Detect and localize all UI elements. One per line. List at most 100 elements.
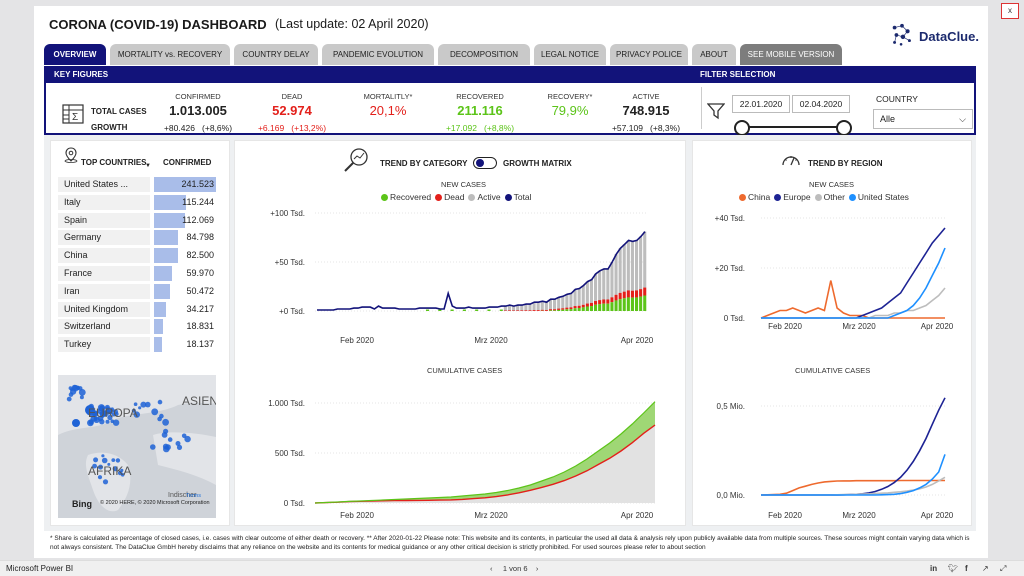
country-row[interactable]: Turkey 18.137 <box>58 337 216 353</box>
x-tick-label: Apr 2020 <box>621 511 654 520</box>
bar-recovered <box>561 309 565 311</box>
map-copyright: © 2020 HERE, © 2020 Microsoft Corporatio… <box>100 499 210 506</box>
country-name: Iran <box>58 283 150 299</box>
confirmed-column-heading[interactable]: CONFIRMED <box>163 158 212 167</box>
case-dot <box>78 389 86 396</box>
prev-page-icon[interactable]: ‹ <box>490 564 493 573</box>
date-to-input[interactable]: 02.04.2020 <box>792 95 850 113</box>
tab-pandemic-evolution[interactable]: PANDEMIC EVOLUTION <box>322 44 434 65</box>
country-row[interactable]: Italy 115.244 <box>58 194 216 210</box>
country-name: Switzerland <box>58 319 150 335</box>
legend-label[interactable]: United States <box>857 192 909 202</box>
trend-by-category-panel: TREND BY CATEGORY GROWTH MATRIX NEW CASE… <box>234 140 686 526</box>
tab-mobile-version[interactable]: SEE MOBILE VERSION <box>740 44 842 65</box>
case-dot <box>99 411 104 416</box>
tab-about[interactable]: ABOUT <box>692 44 736 65</box>
share-icon[interactable]: ↗ <box>982 564 989 573</box>
series-line <box>760 280 945 319</box>
case-dot <box>157 399 163 405</box>
growth-matrix-toggle[interactable] <box>473 157 497 169</box>
page-indicator: 1 von 6 <box>502 564 528 573</box>
legend-label[interactable]: Dead <box>444 192 465 202</box>
legend-label[interactable]: China <box>748 192 771 202</box>
bar-recovered <box>475 309 479 311</box>
legend-label[interactable]: Recovered <box>390 192 432 202</box>
country-row[interactable]: Germany 84.798 <box>58 230 216 246</box>
linkedin-icon[interactable]: in <box>930 564 938 573</box>
sort-desc-icon[interactable]: ▼ <box>145 163 151 169</box>
bar-active <box>512 306 516 311</box>
legend-label[interactable]: Total <box>513 192 532 202</box>
country-select[interactable]: Alle ⌵ <box>873 109 973 129</box>
case-dot <box>110 419 115 423</box>
legend-dot <box>381 193 388 201</box>
country-bar <box>154 266 173 281</box>
key-figures-panel: Σ TOTAL CASES GROWTH CONFIRMED 1.013.005… <box>44 83 976 136</box>
kpi-dead: DEAD 52.974 +6.169 (+13,2%) <box>242 92 342 133</box>
next-page-icon[interactable]: › <box>535 564 539 573</box>
bar-dead <box>643 287 647 296</box>
bar-active <box>503 306 507 311</box>
bar-active <box>589 279 593 303</box>
tab-legal-notice[interactable]: LEGAL NOTICE <box>534 44 606 65</box>
legend-dot <box>848 193 856 201</box>
date-range-slider-track[interactable] <box>740 126 850 128</box>
date-from-input[interactable]: 22.01.2020 <box>732 95 790 113</box>
bar-dead <box>581 304 585 308</box>
bar-dead <box>557 308 561 310</box>
tab-country-delay[interactable]: COUNTRY DELAY <box>234 44 318 65</box>
country-row[interactable]: China 82.500 <box>58 248 216 264</box>
kpi-recovered: RECOVERED 211.116 +17.092 (+8,8%) <box>430 92 530 133</box>
bar-dead <box>516 310 520 311</box>
country-bar <box>154 177 216 192</box>
bar-dead <box>536 310 540 311</box>
country-name: Germany <box>58 230 150 246</box>
bar-recovered <box>589 306 593 311</box>
country-row[interactable]: Spain 112.069 <box>58 212 216 228</box>
tab-overview[interactable]: OVERVIEW <box>44 44 106 65</box>
country-bar <box>154 319 163 335</box>
tab-privacy-police[interactable]: PRIVACY POLICE <box>610 44 688 65</box>
case-dot <box>176 444 183 450</box>
country-row[interactable]: Iran 50.472 <box>58 283 216 299</box>
bar-active <box>602 268 606 300</box>
bar-active <box>553 299 557 310</box>
country-bar <box>154 283 171 299</box>
bar-recovered <box>438 309 442 311</box>
legend-label[interactable]: Active <box>477 192 501 202</box>
country-row[interactable]: Switzerland 18.831 <box>58 319 216 335</box>
total-line <box>317 231 646 311</box>
close-button[interactable]: x <box>1001 3 1019 19</box>
case-dot <box>162 418 169 426</box>
country-bar <box>154 248 178 264</box>
y-tick-label: 0,0 Mio. <box>717 491 745 500</box>
country-row[interactable]: United Kingdom 34.217 <box>58 301 216 317</box>
bar-dead <box>553 309 557 311</box>
case-dot <box>101 454 105 458</box>
tab-decomposition[interactable]: DECOMPOSITION <box>438 44 530 65</box>
map-terms-link[interactable]: Terms <box>186 493 201 499</box>
world-map-svg: EUROPA ASIEN AFRIKA Indischer Bing © 202… <box>58 375 216 512</box>
bar-dead <box>577 305 581 309</box>
legend-label[interactable]: Other <box>823 192 845 202</box>
bar-dead <box>569 307 573 310</box>
country-confirmed-value: 18.137 <box>186 339 214 350</box>
bar-dead <box>622 291 626 299</box>
facebook-icon[interactable]: f <box>965 564 968 573</box>
tab-mortality-recovery[interactable]: MORTALITY vs. RECOVERY <box>110 44 230 65</box>
country-confirmed-value: 34.217 <box>186 303 214 314</box>
x-tick-label: Feb 2020 <box>768 511 802 520</box>
y-tick-label: 0 Tsd. <box>284 499 305 508</box>
legend-label[interactable]: Europe <box>783 192 811 202</box>
date-range-start-handle[interactable] <box>734 120 750 136</box>
legend-dot <box>814 193 822 201</box>
country-row[interactable]: United States ... 241.523 <box>58 177 216 192</box>
fullscreen-icon[interactable]: ⤢ <box>1000 564 1007 573</box>
bar-dead <box>585 303 589 307</box>
country-row[interactable]: France 59.970 <box>58 266 216 281</box>
twitter-icon[interactable]: 🐦︎ <box>948 564 959 573</box>
bar-recovered <box>499 309 503 311</box>
date-range-end-handle[interactable] <box>836 120 852 136</box>
bar-dead <box>565 307 569 310</box>
world-map[interactable]: EUROPA ASIEN AFRIKA Indischer Bing © 202… <box>58 375 216 518</box>
